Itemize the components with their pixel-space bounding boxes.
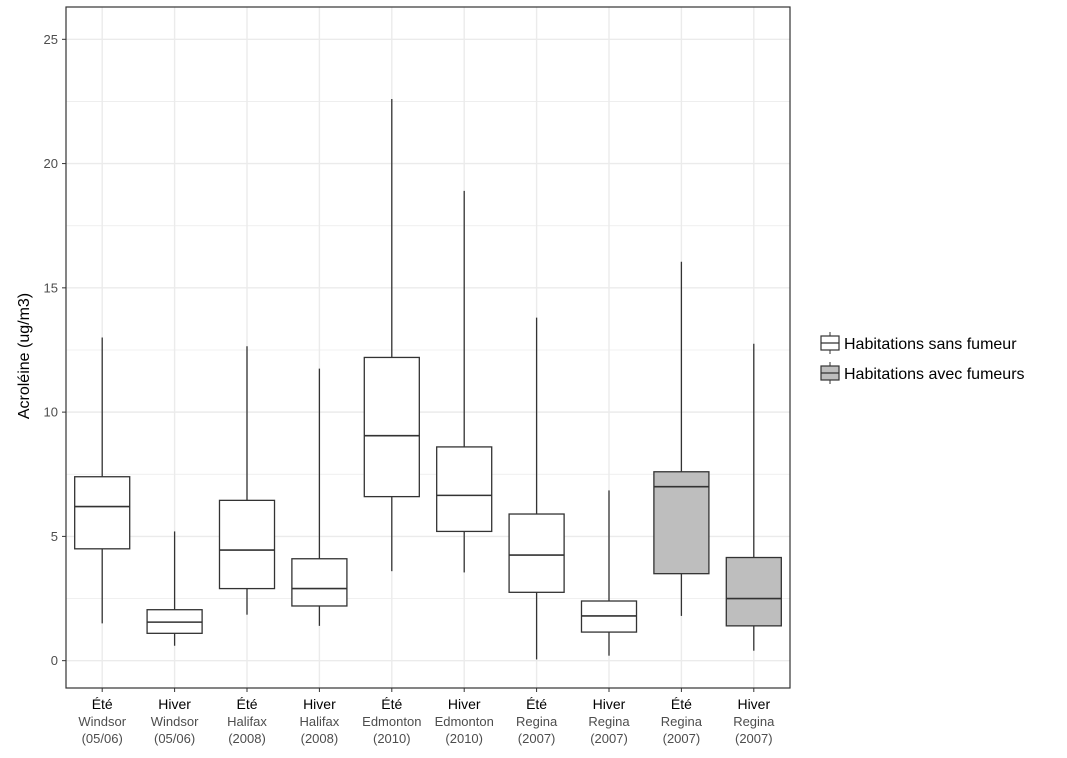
box-3: [218, 346, 276, 615]
y-tick-label: 10: [44, 405, 58, 420]
box-iqr: [436, 446, 493, 533]
plot-panel: [66, 7, 790, 688]
x-period-label: (05/06): [154, 731, 195, 746]
box-iqr: [74, 476, 131, 550]
box-iqr: [653, 471, 710, 575]
x-period-label: (2007): [735, 731, 773, 746]
x-season-label: Hiver: [448, 696, 481, 712]
x-season-label: Hiver: [158, 696, 191, 712]
box-4: [291, 368, 348, 626]
x-period-label: (05/06): [82, 731, 123, 746]
x-period-label: (2007): [590, 731, 628, 746]
x-axis: Été Windsor (05/06) Hiver Windsor (05/06) Été H…: [78, 688, 775, 746]
x-city-label: Windsor: [78, 714, 126, 729]
y-axis: 0 5 10 15 20 25: [44, 32, 66, 668]
x-season-label: Hiver: [303, 696, 336, 712]
x-period-label: (2010): [373, 731, 411, 746]
x-period-label: (2008): [228, 731, 266, 746]
y-tick-label: 25: [44, 32, 58, 47]
box-10: [725, 343, 782, 651]
x-period-label: (2010): [445, 731, 483, 746]
x-season-label: Été: [526, 696, 547, 712]
box-9: [653, 261, 710, 616]
x-season-label: Hiver: [737, 696, 770, 712]
y-axis-label: Acroléine (ug/m3): [16, 293, 33, 419]
x-city-label: Edmonton: [435, 714, 494, 729]
x-city-label: Regina: [516, 714, 558, 729]
legend-item-smoker: Habitations avec fumeurs: [820, 362, 1025, 384]
x-season-label: Été: [236, 696, 257, 712]
x-period-label: (2008): [301, 731, 339, 746]
legend-item-non_smoker: Habitations sans fumeur: [820, 332, 1017, 354]
x-season-label: Été: [671, 696, 692, 712]
box-iqr: [291, 558, 348, 607]
y-tick-label: 0: [51, 653, 58, 668]
legend-label: Habitations sans fumeur: [844, 336, 1017, 353]
box-2: [146, 531, 203, 646]
box-8: [580, 490, 638, 656]
legend-label: Habitations avec fumeurs: [844, 366, 1025, 383]
y-tick-label: 5: [51, 529, 58, 544]
x-city-label: Regina: [661, 714, 703, 729]
x-city-label: Regina: [733, 714, 775, 729]
x-city-label: Regina: [588, 714, 630, 729]
x-city-label: Halifax: [227, 714, 267, 729]
box-1: [74, 337, 131, 624]
plot-border: [65, 6, 791, 689]
box-5: [363, 98, 420, 572]
x-city-label: Edmonton: [362, 714, 421, 729]
box-iqr: [363, 356, 420, 498]
x-season-label: Hiver: [593, 696, 626, 712]
y-tick-label: 20: [44, 156, 58, 171]
legend: Habitations sans fumeur Habitations avec …: [820, 332, 1025, 384]
x-season-label: Été: [92, 696, 113, 712]
box-iqr: [218, 499, 276, 590]
box-6: [436, 190, 493, 573]
x-period-label: (2007): [663, 731, 701, 746]
box-iqr: [508, 513, 565, 593]
box-7: [508, 317, 565, 660]
box-layer: [74, 98, 782, 660]
x-city-label: Halifax: [300, 714, 340, 729]
y-tick-label: 15: [44, 280, 58, 295]
x-season-label: Été: [381, 696, 402, 712]
x-city-label: Windsor: [151, 714, 199, 729]
box-iqr: [725, 556, 782, 627]
x-period-label: (2007): [518, 731, 556, 746]
